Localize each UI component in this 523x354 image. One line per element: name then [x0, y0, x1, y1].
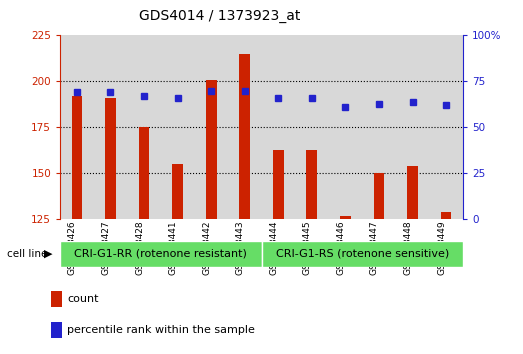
- Bar: [51, 322, 62, 338]
- Bar: [262, 35, 295, 219]
- Bar: [139, 127, 150, 219]
- Bar: [161, 35, 195, 219]
- Bar: [72, 96, 82, 219]
- Bar: [306, 149, 317, 219]
- Text: percentile rank within the sample: percentile rank within the sample: [67, 325, 255, 335]
- Text: CRI-G1-RS (rotenone sensitive): CRI-G1-RS (rotenone sensitive): [276, 249, 449, 259]
- Bar: [172, 164, 183, 219]
- Bar: [340, 216, 351, 219]
- Bar: [60, 241, 262, 267]
- Bar: [429, 35, 463, 219]
- Text: GDS4014 / 1373923_at: GDS4014 / 1373923_at: [139, 9, 300, 23]
- Bar: [60, 35, 94, 219]
- Bar: [262, 241, 463, 267]
- Bar: [94, 35, 127, 219]
- Bar: [195, 35, 228, 219]
- Bar: [127, 35, 161, 219]
- Text: ▶: ▶: [44, 249, 52, 259]
- Bar: [362, 35, 396, 219]
- Text: cell line: cell line: [7, 249, 47, 259]
- Bar: [228, 35, 262, 219]
- Bar: [328, 35, 362, 219]
- Text: CRI-G1-RR (rotenone resistant): CRI-G1-RR (rotenone resistant): [74, 249, 247, 259]
- Bar: [396, 35, 429, 219]
- Bar: [441, 212, 451, 219]
- Bar: [273, 149, 283, 219]
- Text: count: count: [67, 294, 99, 304]
- Bar: [206, 80, 217, 219]
- Bar: [51, 291, 62, 307]
- Bar: [407, 166, 418, 219]
- Bar: [105, 98, 116, 219]
- Bar: [373, 173, 384, 219]
- Bar: [240, 54, 250, 219]
- Bar: [295, 35, 328, 219]
